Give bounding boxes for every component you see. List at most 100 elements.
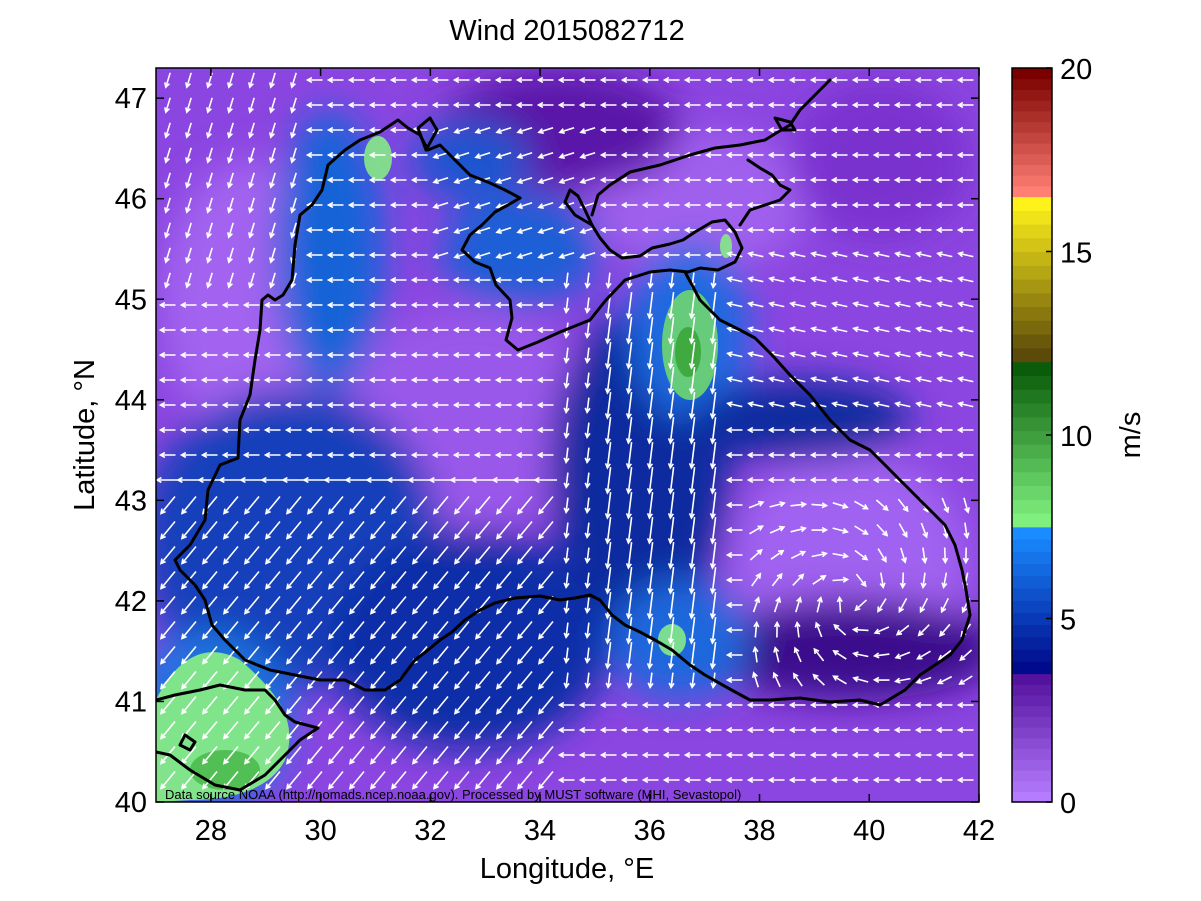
- wind-arrow: [851, 701, 869, 709]
- wind-arrow: [227, 72, 234, 89]
- wind-arrow: [789, 301, 806, 308]
- wind-arrow: [893, 677, 911, 684]
- wind-arrow: [495, 151, 512, 159]
- wind-arrow: [771, 572, 783, 587]
- wind-arrow: [285, 570, 302, 590]
- wind-arrow: [788, 176, 806, 184]
- wind-arrow: [788, 476, 806, 484]
- wind-arrow: [180, 645, 197, 665]
- wind-arrow: [894, 276, 911, 283]
- wind-arrow: [185, 172, 192, 189]
- wind-arrow: [227, 122, 234, 139]
- wind-arrow: [290, 222, 297, 239]
- wind-arrow: [453, 201, 470, 209]
- wind-arrow: [709, 342, 717, 370]
- wind-arrow: [284, 301, 302, 309]
- wind-arrow: [264, 645, 281, 665]
- wind-arrow: [185, 222, 192, 239]
- colorbar-step: [1012, 110, 1052, 123]
- wind-arrow: [323, 476, 347, 484]
- colorbar-step: [1012, 164, 1052, 176]
- wind-arrow: [179, 376, 197, 384]
- wind-arrow: [811, 551, 828, 558]
- wind-arrow: [963, 497, 970, 514]
- wind-arrow: [452, 451, 470, 459]
- wind-arrow: [390, 620, 407, 640]
- wind-arrow: [327, 720, 344, 740]
- wind-arrow: [599, 176, 617, 184]
- wind-arrow: [431, 326, 449, 334]
- wind-arrow: [893, 726, 911, 734]
- wind-arrow: [390, 520, 407, 540]
- wind-arrow: [704, 701, 722, 709]
- wind-arrow: [584, 622, 591, 640]
- wind-arrow: [410, 326, 428, 334]
- wind-arrow: [449, 476, 473, 484]
- wind-arrow: [662, 101, 680, 109]
- wind-arrow: [347, 76, 365, 84]
- wind-arrow: [389, 276, 407, 284]
- wind-arrow: [704, 751, 722, 759]
- x-axis-label: Longitude, °E: [480, 853, 654, 885]
- colorbar-step: [1012, 292, 1052, 308]
- wind-arrow: [473, 401, 491, 409]
- wind-arrow: [683, 776, 701, 784]
- wind-arrow: [537, 695, 554, 715]
- wind-arrow: [725, 776, 743, 784]
- wind-arrow: [900, 547, 907, 564]
- wind-arrow: [683, 751, 701, 759]
- colorbar-step: [1012, 551, 1052, 565]
- y-tick-label: 42: [115, 586, 147, 618]
- wind-arrow: [599, 151, 617, 159]
- wind-arrow: [410, 101, 428, 109]
- wind-arrow: [956, 776, 974, 784]
- wind-arrow: [222, 545, 239, 565]
- wind-arrow: [537, 620, 554, 640]
- colorbar-step: [1012, 716, 1052, 728]
- wind-arrow: [768, 376, 785, 383]
- wind-arrow: [667, 317, 675, 345]
- wind-arrow: [474, 695, 491, 715]
- wind-arrow: [725, 476, 743, 484]
- wind-arrow: [389, 176, 407, 184]
- wind-arrow: [264, 695, 281, 715]
- wind-arrow: [584, 472, 591, 490]
- wind-arrow: [368, 176, 386, 184]
- wind-arrow: [667, 492, 675, 520]
- wind-arrow: [515, 276, 533, 284]
- wind-arrow: [243, 745, 260, 765]
- wind-arrow: [831, 351, 848, 358]
- wind-arrow: [290, 97, 297, 114]
- wind-arrow: [667, 342, 675, 370]
- wind-arrow: [164, 147, 171, 164]
- wind-arrow: [156, 476, 179, 484]
- wind-arrow: [584, 447, 591, 465]
- wind-arrow: [495, 520, 512, 540]
- wind-arrow: [347, 326, 365, 334]
- wind-arrow: [563, 522, 570, 540]
- wind-arrow: [411, 745, 428, 765]
- wind-arrow: [809, 751, 827, 759]
- wind-arrow: [770, 549, 785, 560]
- wind-arrow: [431, 301, 449, 309]
- wind-arrow: [873, 626, 890, 635]
- wind-arrow: [201, 545, 218, 565]
- colorbar-step: [1012, 121, 1052, 133]
- wind-arrow: [281, 476, 305, 484]
- wind-arrow: [327, 645, 344, 665]
- wind-arrow: [326, 401, 344, 409]
- wind-arrow: [410, 426, 428, 434]
- wind-arrow: [290, 147, 297, 164]
- wind-arrow: [854, 599, 868, 612]
- wind-arrow: [809, 176, 827, 184]
- wind-arrow: [872, 776, 890, 784]
- colorbar-step: [1012, 538, 1052, 552]
- wind-arrow: [248, 222, 255, 239]
- colorbar-step: [1012, 727, 1052, 739]
- wind-arrow: [962, 547, 969, 565]
- wind-arrow: [206, 247, 213, 264]
- wind-arrow: [625, 542, 633, 570]
- wind-arrow: [604, 617, 612, 645]
- wind-arrow: [920, 572, 927, 590]
- wind-arrow: [625, 517, 633, 545]
